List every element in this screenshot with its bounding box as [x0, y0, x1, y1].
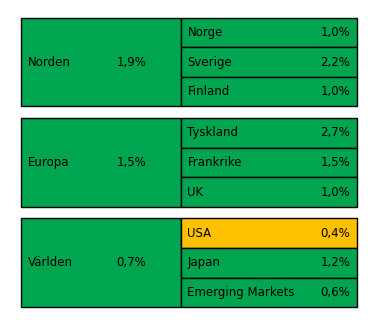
Text: 1,2%: 1,2% [321, 256, 350, 269]
Text: Frankrike: Frankrike [187, 156, 242, 169]
Text: Emerging Markets: Emerging Markets [187, 286, 295, 299]
Bar [21, 118, 181, 207]
Bar [181, 218, 357, 248]
Text: 0,7%: 0,7% [117, 256, 146, 269]
Text: 2,7%: 2,7% [321, 126, 350, 139]
Text: 2,2%: 2,2% [321, 55, 350, 68]
Text: Världen: Världen [28, 256, 73, 269]
Text: Norge: Norge [187, 26, 223, 39]
Text: 0,4%: 0,4% [321, 227, 350, 240]
Text: Norden: Norden [28, 55, 71, 68]
Text: USA: USA [187, 227, 212, 240]
Bar [181, 248, 357, 277]
Text: Japan: Japan [187, 256, 220, 269]
Bar [181, 148, 357, 177]
Text: Europa: Europa [28, 156, 70, 169]
Bar [21, 218, 181, 307]
Bar [181, 177, 357, 207]
Bar [181, 118, 357, 148]
Text: Sverige: Sverige [187, 55, 232, 68]
Bar [181, 18, 357, 47]
Text: UK: UK [187, 186, 203, 198]
Text: 1,0%: 1,0% [321, 85, 350, 98]
Text: 1,9%: 1,9% [117, 55, 147, 68]
Text: 1,0%: 1,0% [321, 186, 350, 198]
Text: Finland: Finland [187, 85, 230, 98]
Bar [21, 18, 181, 107]
Text: 1,5%: 1,5% [117, 156, 146, 169]
Bar [181, 47, 357, 77]
Bar [181, 277, 357, 307]
Bar [181, 77, 357, 107]
Text: 1,5%: 1,5% [321, 156, 350, 169]
Text: 1,0%: 1,0% [321, 26, 350, 39]
Text: 0,6%: 0,6% [321, 286, 350, 299]
Text: Tyskland: Tyskland [187, 126, 239, 139]
